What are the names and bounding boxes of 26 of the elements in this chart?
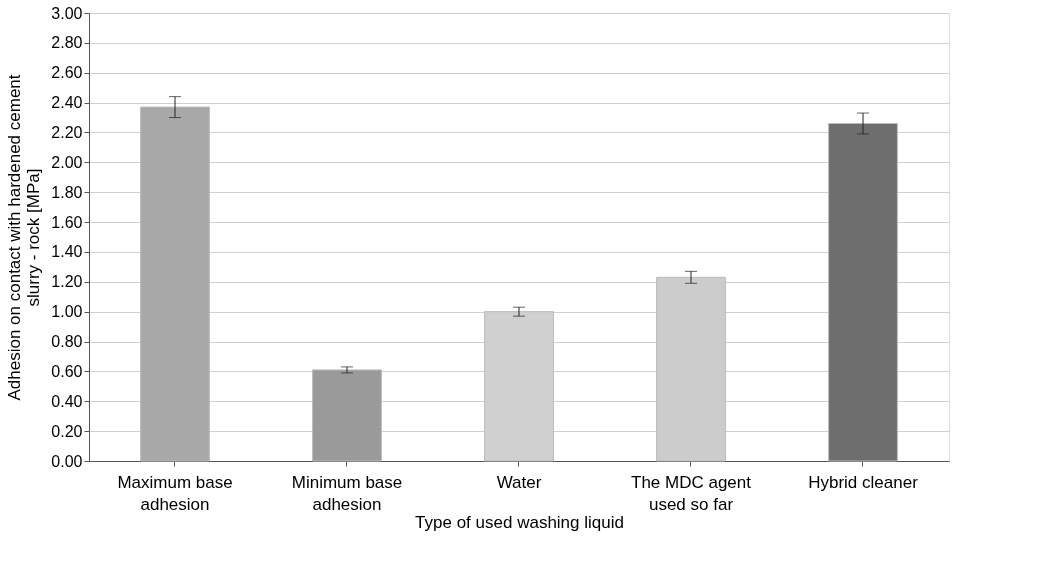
- y-tick-label: 2.20: [51, 123, 83, 141]
- bar: [312, 369, 382, 462]
- x-tick-label: Minimum base adhesion: [291, 472, 403, 514]
- bar: [140, 106, 210, 462]
- y-tick-label: 1.60: [51, 213, 83, 231]
- y-tick-label: 0.80: [51, 333, 83, 351]
- y-tick-label: 0.40: [51, 392, 83, 410]
- y-tick-label: 2.60: [51, 64, 83, 82]
- y-tick-label: 1.00: [51, 303, 83, 321]
- y-tick-label: 2.40: [51, 94, 83, 112]
- y-tick-label: 1.80: [51, 183, 83, 201]
- y-axis-title: Adhesion on contact with hardened cement slurry - rock [MPa]: [5, 74, 44, 401]
- y-tick-label: 0.00: [51, 452, 83, 470]
- x-tick-label: Hybrid cleaner: [808, 472, 919, 492]
- y-tick-label: 2.80: [51, 34, 83, 52]
- x-axis-title: Type of used washing liquid: [415, 512, 624, 532]
- y-tick-label: 1.40: [51, 243, 83, 261]
- y-tick-label: 0.20: [51, 422, 83, 440]
- x-tick-label: Maximum base adhesion: [117, 472, 233, 514]
- x-tick-label: The MDC agent used so far: [631, 472, 752, 514]
- y-tick-label: 1.20: [51, 273, 83, 291]
- bar: [828, 123, 898, 462]
- y-tick-label: 2.00: [51, 153, 83, 171]
- y-tick-label: 3.00: [51, 4, 83, 22]
- x-tick-label: Water: [496, 472, 542, 492]
- y-tick-label: 0.60: [51, 362, 83, 380]
